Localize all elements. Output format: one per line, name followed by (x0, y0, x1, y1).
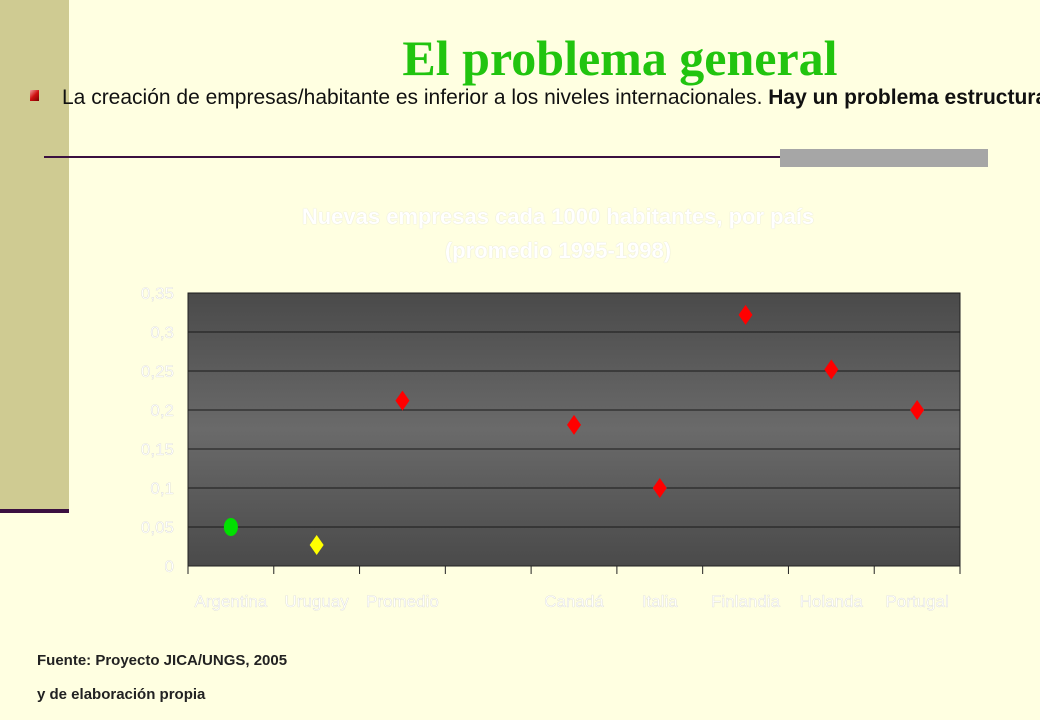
x-category-label: Argentina (194, 592, 267, 611)
bullet-marker-icon (30, 90, 39, 101)
y-tick-label: 0,15 (141, 440, 174, 459)
side-decor-line (0, 509, 69, 513)
y-tick-label: 0,1 (150, 479, 174, 498)
data-point-finlandia (738, 304, 753, 325)
data-point-canadá (567, 414, 581, 435)
chart-title-line-2: (promedio 1995-1998) (444, 238, 672, 263)
x-category-label: Italia (642, 592, 678, 611)
side-decor-bar (0, 0, 69, 509)
source-line-2: y de elaboración propia (37, 686, 206, 703)
data-point-portugal (910, 400, 925, 420)
x-category-label: Promedio (366, 592, 439, 611)
x-category-label: Portugal (885, 592, 948, 611)
divider-rule (44, 156, 988, 158)
x-category-label: Holanda (800, 592, 864, 611)
source-line-1: Fuente: Proyecto JICA/UNGS, 2005 (37, 652, 288, 669)
y-tick-label: 0 (165, 557, 174, 576)
bullet-bold-text: Hay un problema estructural de fertilida… (768, 86, 1040, 109)
y-tick-label: 0,25 (141, 362, 174, 381)
x-category-label: Uruguay (285, 592, 350, 611)
data-point-argentina (223, 518, 238, 536)
data-point-promedio (395, 390, 410, 411)
y-tick-label: 0,2 (150, 401, 174, 420)
y-tick-label: 0,35 (141, 284, 174, 303)
data-point-italia (652, 478, 667, 498)
bullet-text: La creación de empresas/habitante es inf… (62, 86, 769, 109)
bullet-line-1: La creación de empresas/habitante es inf… (62, 82, 1040, 113)
x-category-label: Finlandia (711, 592, 781, 611)
chart-title: Nuevas empresas cada 1000 habitantes, po… (188, 200, 928, 268)
data-point-uruguay (309, 534, 324, 555)
chart-title-line-1: Nuevas empresas cada 1000 habitantes, po… (301, 204, 815, 229)
divider-accent (780, 149, 988, 167)
data-point-holanda (824, 359, 839, 380)
y-tick-label: 0,05 (141, 518, 174, 537)
x-category-label: Canadá (544, 592, 604, 611)
slide-title: El problema general (402, 30, 838, 86)
bullet-paragraph: La creación de empresas/habitante es inf… (62, 82, 1040, 113)
y-tick-label: 0,3 (150, 323, 174, 342)
